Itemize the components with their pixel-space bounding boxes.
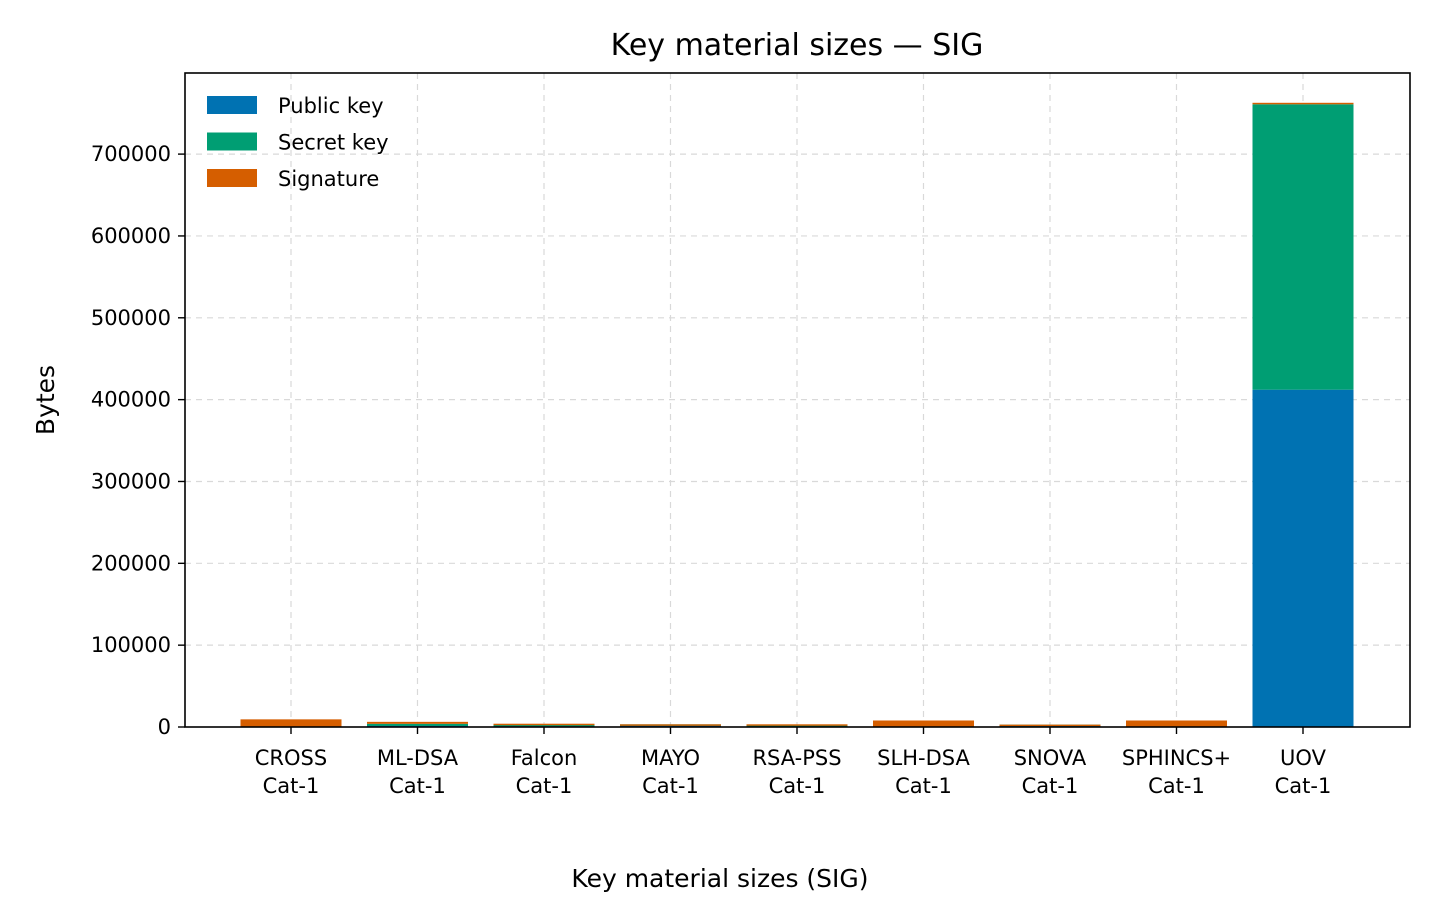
x-tick-label: Cat-1	[389, 774, 446, 798]
bar-signature	[493, 723, 595, 726]
x-tick-label: Cat-1	[1275, 774, 1332, 798]
y-tick-label: 100000	[91, 633, 171, 657]
x-tick-label: CROSS	[255, 746, 327, 770]
legend-label: Public key	[278, 94, 384, 118]
bar-secret-key	[493, 724, 595, 727]
figure-caption: Key material sizes (SIG)	[571, 864, 869, 893]
bar-signature	[1126, 720, 1227, 727]
legend-label: Signature	[278, 167, 379, 191]
bar-signature	[367, 721, 468, 724]
y-tick-label: 0	[158, 715, 171, 739]
y-tick-label: 700000	[91, 142, 171, 166]
y-axis-label: Bytes	[31, 365, 60, 435]
x-tick-label: RSA-PSS	[752, 746, 841, 770]
y-tick-label: 500000	[91, 306, 171, 330]
y-tick-label: 600000	[91, 224, 171, 248]
legend: Public key Secret key Signature	[207, 94, 389, 191]
x-tick-label: Cat-1	[1022, 774, 1079, 798]
x-tick-label: UOV	[1280, 746, 1327, 770]
bar-signature	[620, 724, 721, 726]
bar-secret-key	[1252, 104, 1354, 390]
bar-public-key	[1252, 389, 1354, 727]
legend-label: Secret key	[278, 131, 389, 155]
bar-secret-key	[746, 725, 848, 727]
bar-signature	[999, 724, 1101, 727]
x-tick-label: SNOVA	[1014, 746, 1087, 770]
x-tick-label: Cat-1	[263, 774, 320, 798]
x-tick-label: Cat-1	[895, 774, 952, 798]
x-tick-label: SLH-DSA	[877, 746, 970, 770]
bar-signature	[873, 720, 974, 727]
x-tick-label: Falcon	[511, 746, 578, 770]
axis-ticks: 0 100000 200000 300000 400000 500000 600000 700…	[91, 142, 1332, 798]
x-tick-label: ML-DSA	[377, 746, 459, 770]
legend-swatch	[207, 132, 257, 151]
x-tick-label: MAYO	[641, 746, 700, 770]
bar-signature	[1252, 102, 1354, 105]
bar-signature	[240, 719, 342, 727]
chart-title: Key material sizes — SIG	[611, 28, 984, 63]
bar-secret-key	[367, 723, 468, 726]
x-tick-label: Cat-1	[1148, 774, 1205, 798]
x-tick-label: Cat-1	[769, 774, 826, 798]
x-tick-label: Cat-1	[516, 774, 573, 798]
bar-signature	[746, 724, 848, 726]
y-tick-label: 200000	[91, 551, 171, 575]
x-tick-label: SPHINCS+	[1122, 746, 1231, 770]
x-tick-label: Cat-1	[642, 774, 699, 798]
y-tick-label: 400000	[91, 388, 171, 412]
y-tick-label: 300000	[91, 469, 171, 493]
legend-swatch	[207, 96, 257, 114]
legend-swatch	[207, 169, 257, 187]
